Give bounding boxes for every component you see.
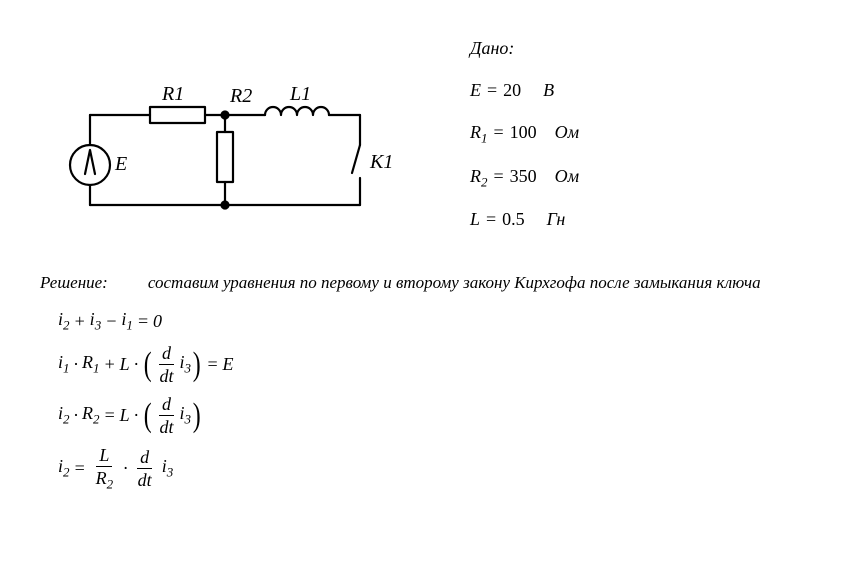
eq-sign: = xyxy=(494,158,504,194)
equation-4: i2 = L R2 · d dt i3 xyxy=(58,446,803,491)
given-row-L: L = 0.5 Гн xyxy=(470,201,579,237)
sym: R1 xyxy=(470,114,488,152)
equation-3: i2 · R2 = L · ( d dt i3 ) xyxy=(58,395,803,436)
equation-1: i2 + i3 − i1 = 0 xyxy=(58,309,803,334)
page-root: E R1 R2 L1 K1 Дано: E = 20 В R1 = 100 xyxy=(0,0,843,562)
unit: Гн xyxy=(547,201,566,237)
val: 350 xyxy=(510,158,537,194)
given-heading: Дано: xyxy=(470,30,579,66)
sym: R2 xyxy=(470,158,488,196)
given-block: Дано: E = 20 В R1 = 100 Ом R2 = 350 Ом xyxy=(450,30,579,243)
sym: E xyxy=(470,72,481,108)
paren-group: ( d dt i3 ) xyxy=(142,395,202,436)
solution-heading: Решение: xyxy=(40,273,108,293)
given-row-R2: R2 = 350 Ом xyxy=(470,158,579,196)
val: 100 xyxy=(510,114,537,150)
circuit-svg: E R1 R2 L1 K1 xyxy=(60,70,410,230)
given-row-R1: R1 = 100 Ом xyxy=(470,114,579,152)
unit: Ом xyxy=(555,158,580,194)
eq-sign: = xyxy=(486,201,496,237)
label-R2: R2 xyxy=(229,85,252,107)
circuit-diagram: E R1 R2 L1 K1 xyxy=(40,30,450,235)
top-row: E R1 R2 L1 K1 Дано: E = 20 В R1 = 100 xyxy=(40,30,803,243)
unit: Ом xyxy=(555,114,580,150)
frac-ddt: d dt xyxy=(157,344,177,385)
label-R1: R1 xyxy=(161,83,184,105)
equation-2: i1 · R1 + L · ( d dt i3 ) = E xyxy=(58,344,803,385)
solution-intro: составим уравнения по первому и второму … xyxy=(148,273,761,293)
val: 0.5 xyxy=(502,201,525,237)
solution-block: Решение: составим уравнения по первому и… xyxy=(40,273,803,490)
eq-sign: = xyxy=(487,72,497,108)
sym: L xyxy=(470,201,480,237)
frac-L-R2: L R2 xyxy=(93,446,117,491)
eq-sign: = xyxy=(494,114,504,150)
val: 20 xyxy=(503,72,521,108)
paren-group: ( d dt i3 ) xyxy=(142,344,202,385)
label-L1: L1 xyxy=(289,83,311,105)
label-K1: K1 xyxy=(369,151,393,173)
label-E: E xyxy=(114,153,127,175)
unit: В xyxy=(543,72,554,108)
given-row-E: E = 20 В xyxy=(470,72,579,108)
frac-ddt: d dt xyxy=(135,448,155,489)
frac-ddt: d dt xyxy=(157,395,177,436)
solution-heading-row: Решение: составим уравнения по первому и… xyxy=(40,273,803,293)
